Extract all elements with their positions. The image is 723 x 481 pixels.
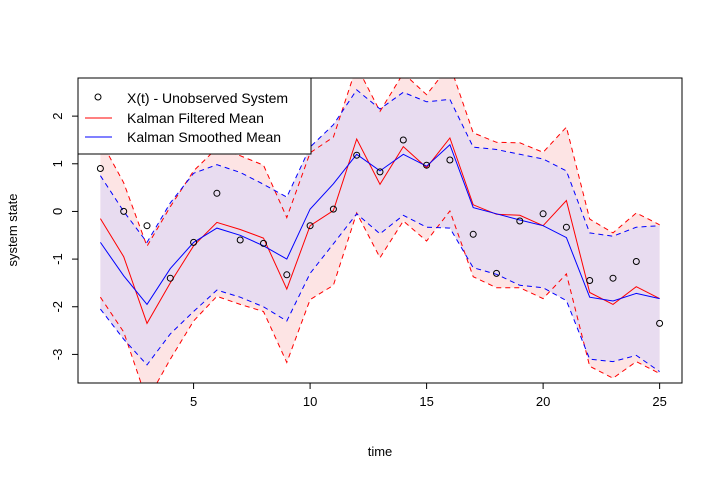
observed-point [423,161,431,169]
legend-box [77,77,312,155]
observed-point [469,230,477,238]
observed-point [493,269,500,277]
x-axis: 5 10 15 20 25 [190,382,667,409]
smoothed-mean-line [99,143,660,306]
observed-point [96,165,104,172]
x-tick-label: 15 [419,394,433,409]
legend: X(t) - Unobserved System Kalman Filtered… [77,77,312,155]
observed-point [539,210,547,218]
observed-point [562,223,570,231]
y-axis: -3 -2 -1 0 1 2 [50,113,79,361]
y-tick-label: -2 [50,301,65,313]
filtered-upper-bound [99,78,660,248]
x-tick-label: 20 [536,394,550,409]
filtered-lower-bound [99,209,660,383]
observed-point [353,151,361,159]
x-tick-label: 5 [190,394,197,409]
legend-filtered-label: Kalman Filtered Mean [127,110,264,126]
x-axis-title: time [368,444,393,459]
observed-point [120,207,128,215]
observed-points [96,136,664,327]
observed-point [399,136,407,144]
confidence-bound-lines [99,78,660,383]
legend-smoothed-label: Kalman Smoothed Mean [127,129,281,145]
observed-point [190,238,198,246]
y-tick-label: -3 [50,349,65,361]
observed-point [656,319,664,327]
observed-point [260,239,267,247]
observed-point [609,274,617,282]
legend-observed-symbol [94,93,102,101]
legend-observed-label: X(t) - Unobserved System [127,90,288,106]
observed-point [446,156,454,164]
x-tick-label: 10 [303,394,317,409]
observed-point [632,258,640,265]
observed-point [329,205,337,213]
observed-point [213,189,221,197]
observed-point [236,236,244,244]
observed-point [283,271,291,279]
y-axis-title: system state [5,194,20,267]
observed-point [516,217,524,225]
observed-point [376,168,384,176]
smoothed-band [100,89,660,372]
y-tick-label: 0 [50,208,65,215]
x-tick-label: 25 [652,394,666,409]
observed-point [306,222,314,230]
y-tick-label: 2 [50,113,65,120]
observed-point [143,222,151,230]
observed-point [586,277,594,284]
observed-point [166,274,174,282]
y-tick-label: -1 [50,253,65,265]
y-tick-label: 1 [50,160,65,167]
smoothed-upper-bound [99,89,660,244]
